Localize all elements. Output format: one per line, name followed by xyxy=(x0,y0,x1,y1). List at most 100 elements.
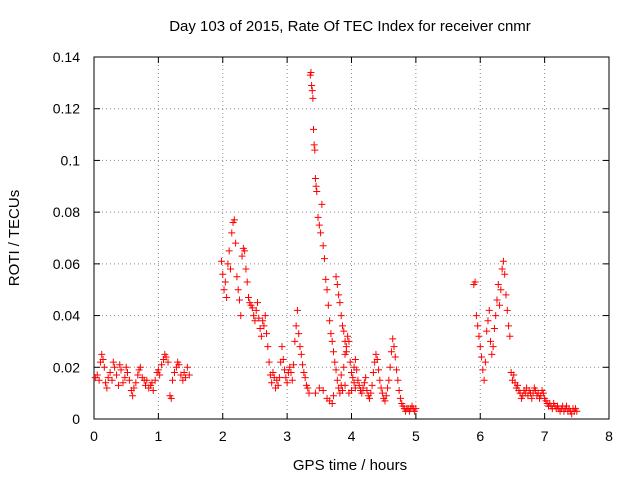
data-point xyxy=(335,291,343,299)
data-point xyxy=(506,332,514,340)
data-point xyxy=(136,363,144,371)
data-point xyxy=(251,317,259,325)
data-point xyxy=(291,337,299,345)
data-point xyxy=(350,379,358,387)
data-point xyxy=(296,343,304,351)
data-point xyxy=(375,366,383,374)
data-points xyxy=(91,69,581,418)
data-point xyxy=(279,356,287,364)
data-point xyxy=(490,325,498,332)
x-tick-label: 6 xyxy=(476,428,484,444)
x-axis-title: GPS time / hours xyxy=(293,457,407,474)
data-point xyxy=(377,384,385,392)
y-axis-title: ROTI / TECUs xyxy=(6,190,23,286)
data-point xyxy=(340,327,348,335)
data-point xyxy=(484,317,492,325)
data-point xyxy=(310,141,318,149)
data-point xyxy=(130,384,138,392)
data-point xyxy=(223,293,231,301)
data-point xyxy=(116,361,124,369)
x-tick-label: 0 xyxy=(90,428,98,444)
data-point xyxy=(108,376,116,384)
data-point xyxy=(237,312,245,320)
data-point xyxy=(391,353,399,361)
data-point xyxy=(278,343,286,351)
data-point xyxy=(366,394,374,402)
data-point xyxy=(256,325,264,332)
data-point xyxy=(295,330,303,338)
data-point xyxy=(315,384,323,392)
grid-lines xyxy=(94,57,609,419)
data-point xyxy=(313,187,321,195)
data-point xyxy=(220,286,228,294)
data-point xyxy=(261,312,269,320)
data-point xyxy=(412,405,420,413)
data-point xyxy=(333,281,341,289)
data-point xyxy=(99,356,107,364)
data-point xyxy=(234,286,242,294)
data-point xyxy=(485,306,493,314)
data-point xyxy=(221,278,229,286)
data-point xyxy=(329,348,337,356)
data-point xyxy=(175,361,183,369)
data-point xyxy=(479,366,487,374)
x-tick-label: 8 xyxy=(605,428,613,444)
data-point xyxy=(496,301,504,309)
data-point xyxy=(478,353,486,361)
data-point xyxy=(119,379,127,387)
data-point xyxy=(387,348,395,356)
data-point xyxy=(297,350,305,358)
x-tick-label: 5 xyxy=(412,428,420,444)
data-point xyxy=(319,387,327,395)
data-point xyxy=(311,175,319,183)
data-point xyxy=(299,361,307,369)
data-point xyxy=(102,379,110,387)
y-tick-label: 0.14 xyxy=(53,49,80,65)
data-point xyxy=(269,368,277,376)
data-point xyxy=(225,247,233,255)
data-point xyxy=(341,337,349,345)
data-point xyxy=(305,389,313,397)
data-point xyxy=(338,322,346,330)
data-point xyxy=(382,392,390,400)
data-point xyxy=(283,379,291,387)
data-point xyxy=(331,358,339,366)
data-point xyxy=(341,381,349,389)
y-tick-label: 0.06 xyxy=(53,256,80,272)
data-point xyxy=(362,374,370,382)
data-point xyxy=(385,376,393,384)
data-point xyxy=(326,317,334,325)
data-point xyxy=(245,293,252,301)
data-point xyxy=(493,296,501,304)
data-point xyxy=(363,387,371,395)
data-point xyxy=(499,257,507,265)
data-point xyxy=(238,252,246,260)
data-point xyxy=(143,376,151,384)
data-point xyxy=(472,312,480,320)
x-tick-label: 4 xyxy=(348,428,356,444)
data-point xyxy=(351,384,359,392)
y-tick-label: 0.02 xyxy=(53,359,80,375)
data-point xyxy=(288,376,296,384)
data-point xyxy=(503,306,511,314)
data-point xyxy=(475,332,483,340)
data-point xyxy=(390,343,398,351)
data-point xyxy=(381,397,389,405)
data-point xyxy=(250,312,258,320)
data-point xyxy=(483,327,491,335)
data-point xyxy=(263,330,271,338)
data-point xyxy=(502,291,510,299)
data-point xyxy=(170,368,178,376)
data-point xyxy=(332,273,340,281)
data-point xyxy=(183,363,191,371)
data-point xyxy=(308,81,316,89)
data-point xyxy=(149,387,157,395)
data-point xyxy=(167,394,175,402)
data-point xyxy=(224,260,232,268)
data-point xyxy=(368,381,376,389)
data-point xyxy=(367,389,375,397)
data-point xyxy=(396,394,404,402)
data-point xyxy=(348,368,355,376)
data-point xyxy=(514,381,522,389)
